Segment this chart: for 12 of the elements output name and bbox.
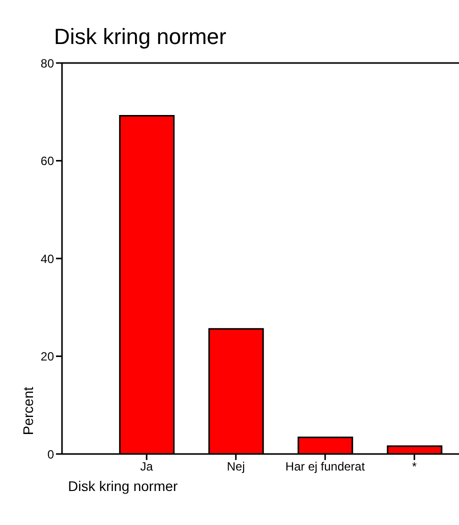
y-tick-label: 0	[47, 447, 54, 462]
x-tick-label: *	[412, 460, 418, 474]
x-tick-label: Nej	[226, 460, 245, 474]
chart-title: Disk kring normer	[54, 24, 226, 50]
x-tick-label: Har ej funderat	[285, 460, 366, 474]
y-tick-label: 60	[40, 154, 54, 168]
x-axis-title: Disk kring normer	[68, 478, 178, 494]
y-axis-title: Percent	[20, 386, 36, 438]
x-tick-label: Ja	[140, 460, 154, 474]
y-tick-label: 40	[40, 252, 54, 266]
y-tick-label: 20	[40, 350, 54, 364]
y-tick-label: 80	[40, 56, 54, 70]
